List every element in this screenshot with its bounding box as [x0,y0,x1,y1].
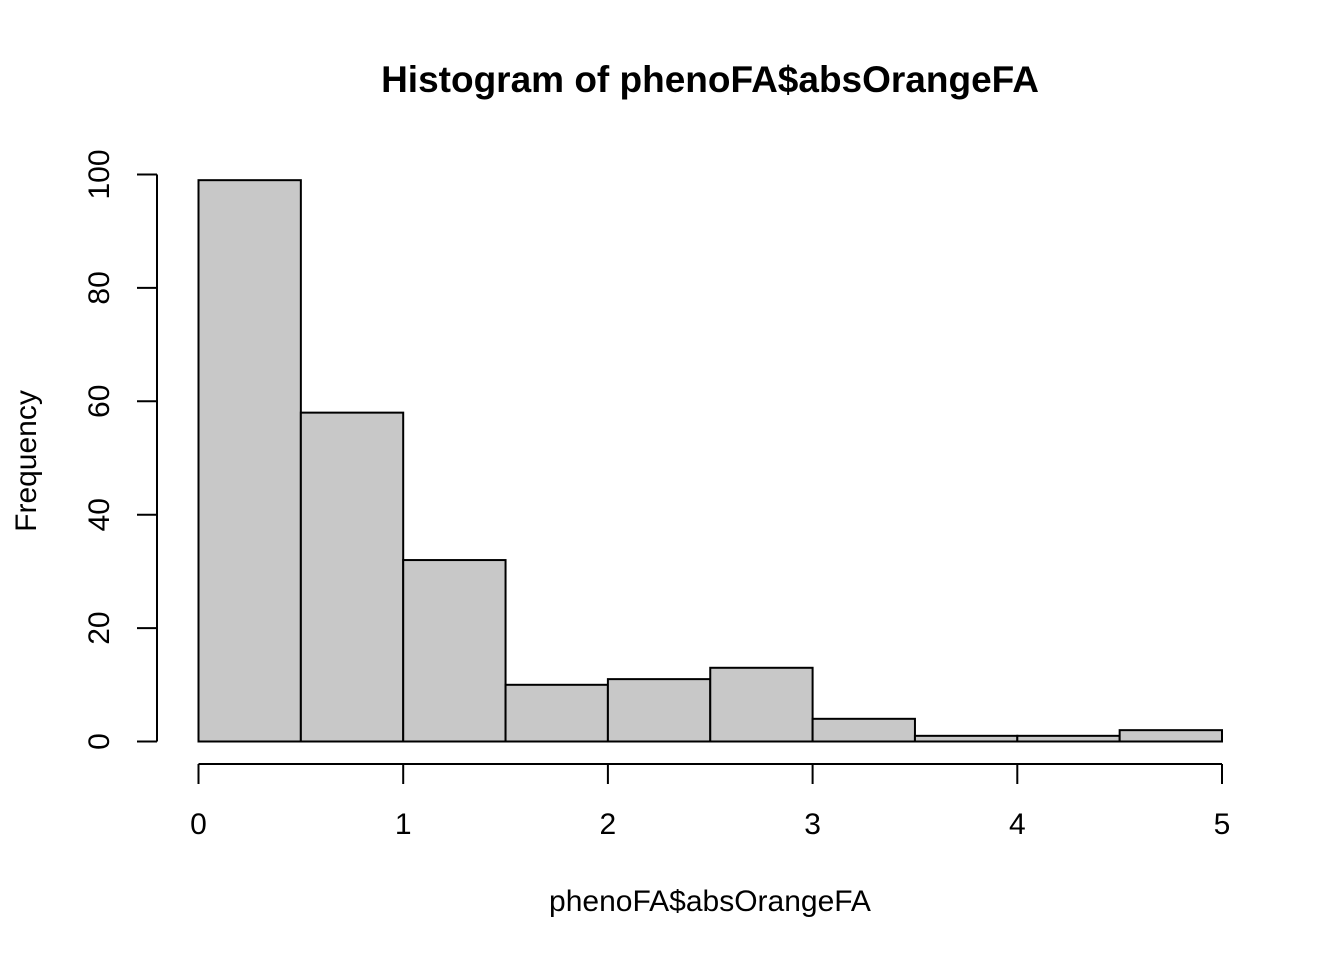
y-tick-label: 40 [83,498,116,531]
x-tick-label: 0 [190,808,207,841]
y-tick-label: 60 [83,385,116,418]
y-axis: 0 20 40 60 80 100 [83,149,158,750]
histogram-bar [1118,729,1224,743]
y-tick-label: 80 [83,271,116,304]
histogram-bar [709,666,814,743]
histogram-bar [402,559,507,743]
x-tick-label: 1 [395,808,412,841]
bars-group [197,179,1224,743]
x-tick-label: 4 [1009,808,1026,841]
chart-title: Histogram of phenoFA$absOrangeFA [381,59,1039,100]
x-tick-label: 3 [804,808,821,841]
y-tick-label: 0 [83,733,116,750]
histogram-bar [913,734,1019,743]
histogram-bar [1016,734,1121,743]
histogram-bar [606,678,712,743]
y-tick-label: 20 [83,611,116,644]
x-axis-label: phenoFA$absOrangeFA [549,885,871,918]
y-axis-label: Frequency [10,390,43,532]
x-tick-label: 5 [1214,808,1231,841]
histogram-bar [197,179,302,743]
y-tick-label: 100 [83,149,116,199]
x-tick-label: 2 [600,808,617,841]
histogram-bar [299,411,405,743]
histogram-bar [504,683,609,743]
histogram-bar [811,717,916,743]
x-axis: 0 1 2 3 4 5 [190,763,1231,841]
